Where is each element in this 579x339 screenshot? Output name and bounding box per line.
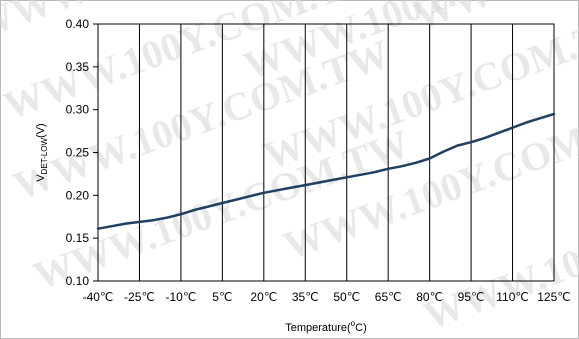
x-tick-label: 110℃ <box>496 290 529 304</box>
series-line <box>96 112 556 230</box>
y-tick-label: 0.10 <box>66 274 90 288</box>
x-axis-title: Temperature(oC) <box>285 319 366 334</box>
x-axis-title-after: C) <box>355 322 367 334</box>
x-tick-label: 65℃ <box>375 290 402 304</box>
x-tick-label: -40℃ <box>83 290 114 304</box>
y-axis-title-sub: DET-LOW <box>40 137 49 174</box>
y-tick-label: 0.40 <box>66 17 90 31</box>
x-tick-label: 35℃ <box>292 290 319 304</box>
y-axis-ticks: 0.10 0.15 0.20 0.25 0.30 0.35 0.40 <box>66 17 98 288</box>
x-tick-label: 5℃ <box>212 290 232 304</box>
x-tick-label: 80℃ <box>416 290 443 304</box>
x-tick-label: 50℃ <box>333 290 360 304</box>
grid-lines <box>138 24 514 281</box>
y-axis-title: VDET-LOW(V) <box>35 123 49 181</box>
y-tick-label: 0.30 <box>66 103 90 117</box>
y-axis-title-main: V <box>35 174 47 182</box>
y-tick-label: 0.20 <box>66 188 90 202</box>
x-tick-label: -25℃ <box>124 290 155 304</box>
x-tick-label: 20℃ <box>250 290 277 304</box>
y-tick-label: 0.35 <box>66 60 90 74</box>
x-axis-title-sup: o <box>351 319 356 328</box>
y-tick-label: 0.25 <box>66 146 90 160</box>
x-tick-label: 95℃ <box>458 290 485 304</box>
series-layer <box>96 112 556 230</box>
x-tick-label: -10℃ <box>165 290 196 304</box>
y-axis-title-after: (V) <box>35 123 47 138</box>
y-tick-label: 0.15 <box>66 231 90 245</box>
x-axis-title-before: Temperature( <box>285 322 351 334</box>
x-axis-ticks: -40℃ -25℃ -10℃ 5℃ 20℃ 35℃ 50℃ 65℃ 80℃ 95℃ 110℃ 125℃ <box>83 290 571 304</box>
x-tick-label: 125℃ <box>537 290 571 304</box>
